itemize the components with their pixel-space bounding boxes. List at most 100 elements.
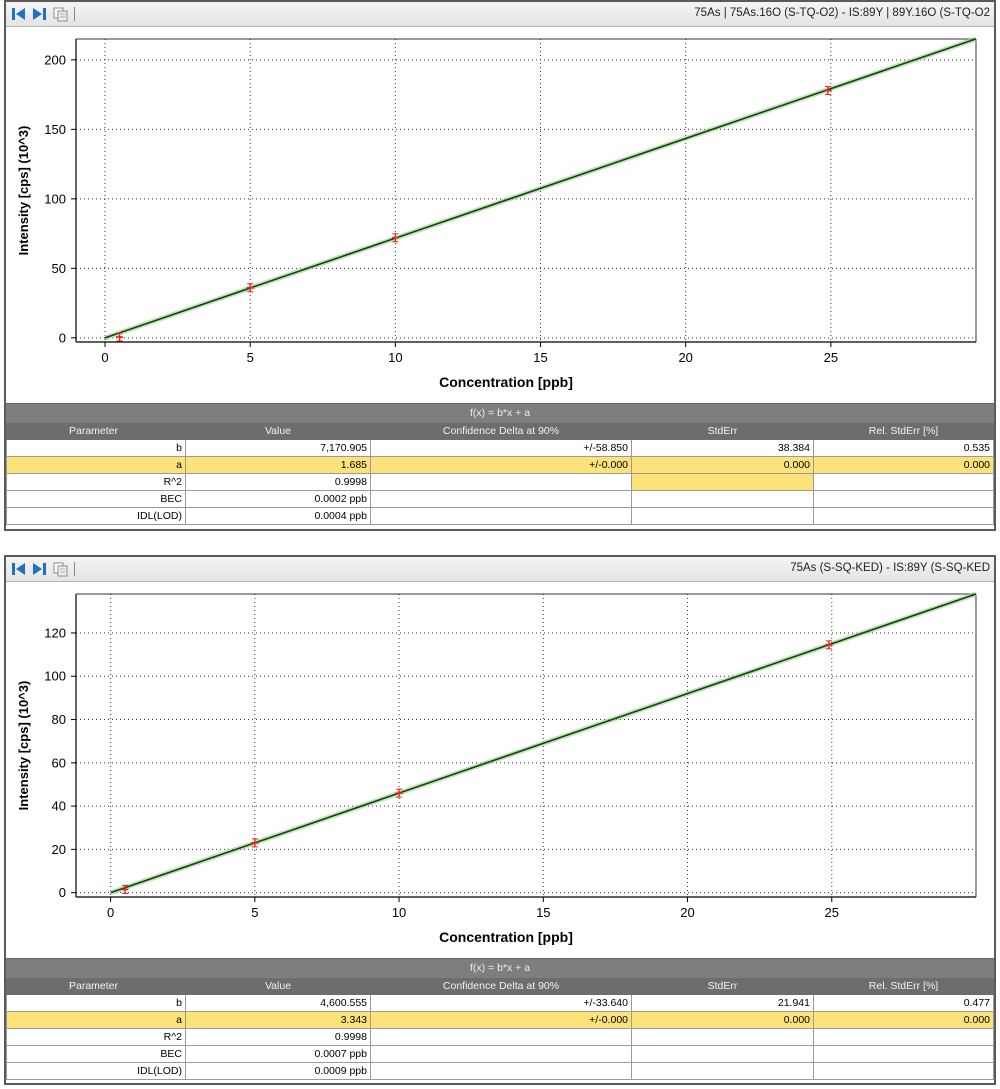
y-tick-label: 60 xyxy=(52,755,66,770)
fit-parameters-table: f(x) = b*x + a Parameter Value Confidenc… xyxy=(6,403,994,529)
param-name: b xyxy=(6,439,186,457)
param-stderr: 0.000 xyxy=(631,456,814,474)
panel-toolbar: 75As (S-SQ-KED) - IS:89Y (S-SQ-KED xyxy=(6,557,994,582)
copy-icon[interactable] xyxy=(52,561,69,577)
param-rel-stderr xyxy=(813,1045,994,1063)
table-row[interactable]: a 3.343 +/-0.000 0.000 0.000 xyxy=(6,1011,994,1029)
param-name: BEC xyxy=(6,490,186,508)
param-rel-stderr xyxy=(813,490,994,508)
param-confidence: +/-33.640 xyxy=(370,994,632,1012)
calibration-curve-chart: 0 5 10 15 20 25 0 50 100 150 200 Concentration [ppb… xyxy=(16,36,977,390)
table-row[interactable]: IDL(LOD) 0.0004 ppb xyxy=(6,507,994,525)
col-value[interactable]: Value xyxy=(185,977,371,995)
first-icon[interactable] xyxy=(10,561,27,577)
fit-function: f(x) = b*x + a xyxy=(6,959,994,978)
x-tick-label: 10 xyxy=(392,905,406,920)
table-row[interactable]: R^2 0.9998 xyxy=(6,473,994,491)
x-tick-label: 25 xyxy=(825,905,839,920)
table-row[interactable]: R^2 0.9998 xyxy=(6,1028,994,1046)
col-rel-stderr[interactable]: Rel. StdErr [%] xyxy=(813,977,994,995)
param-name: IDL(LOD) xyxy=(6,1062,186,1080)
calibration-curve-chart: 0 5 10 15 20 25 0 20 40 60 80 100 120 Concentration [… xyxy=(16,591,977,945)
param-confidence xyxy=(370,1062,632,1080)
y-tick-label: 0 xyxy=(59,330,66,345)
data-point xyxy=(246,283,254,293)
table-row[interactable]: BEC 0.0007 ppb xyxy=(6,1045,994,1063)
param-value: 7,170.905 xyxy=(185,439,371,457)
param-stderr xyxy=(631,490,814,508)
y-tick-label: 50 xyxy=(52,261,66,276)
col-parameter[interactable]: Parameter xyxy=(6,422,186,440)
param-rel-stderr: 0.477 xyxy=(813,994,994,1012)
x-tick-label: 5 xyxy=(247,350,254,365)
param-confidence xyxy=(370,507,632,525)
param-rel-stderr: 0.535 xyxy=(813,439,994,457)
param-stderr xyxy=(631,1045,814,1063)
param-stderr xyxy=(631,473,814,491)
param-value: 0.0004 ppb xyxy=(185,507,371,525)
y-axis-label: Intensity [cps] (10^3) xyxy=(16,126,31,256)
fit-function: f(x) = b*x + a xyxy=(6,404,994,423)
table-row[interactable]: BEC 0.0002 ppb xyxy=(6,490,994,508)
param-confidence: +/-58.850 xyxy=(370,439,632,457)
param-confidence: +/-0.000 xyxy=(370,1011,632,1029)
param-stderr xyxy=(631,1028,814,1046)
data-point xyxy=(825,640,833,650)
col-stderr[interactable]: StdErr xyxy=(631,422,814,440)
col-stderr[interactable]: StdErr xyxy=(631,977,814,995)
param-value: 4,600.555 xyxy=(185,994,371,1012)
x-tick-label: 0 xyxy=(101,350,108,365)
first-icon[interactable] xyxy=(10,6,27,22)
x-axis-label: Concentration [ppb] xyxy=(439,374,573,390)
copy-icon[interactable] xyxy=(52,6,69,22)
x-tick-label: 5 xyxy=(251,905,258,920)
y-tick-label: 100 xyxy=(44,191,66,206)
y-tick-label: 200 xyxy=(44,52,66,67)
col-rel-stderr[interactable]: Rel. StdErr [%] xyxy=(813,422,994,440)
col-parameter[interactable]: Parameter xyxy=(6,977,186,995)
y-tick-label: 40 xyxy=(52,799,66,814)
table-row[interactable]: b 4,600.555 +/-33.640 21.941 0.477 xyxy=(6,994,994,1012)
toolbar-separator xyxy=(74,562,75,576)
col-value[interactable]: Value xyxy=(185,422,371,440)
param-rel-stderr: 0.000 xyxy=(813,456,994,474)
param-confidence xyxy=(370,1045,632,1063)
param-value: 1.685 xyxy=(185,456,371,474)
next-icon[interactable] xyxy=(31,561,48,577)
calibration-chart: 0 5 10 15 20 25 0 50 100 150 200 Concentration [ppb… xyxy=(6,27,994,403)
x-axis-label: Concentration [ppb] xyxy=(439,929,573,945)
y-tick-label: 100 xyxy=(44,669,66,684)
y-tick-label: 150 xyxy=(44,122,66,137)
x-tick-label: 0 xyxy=(107,905,114,920)
param-value: 0.9998 xyxy=(185,473,371,491)
y-tick-label: 20 xyxy=(52,842,66,857)
col-confidence[interactable]: Confidence Delta at 90% xyxy=(370,422,632,440)
param-rel-stderr xyxy=(813,507,994,525)
fit-parameters-table: f(x) = b*x + a Parameter Value Confidenc… xyxy=(6,958,994,1083)
table-row[interactable]: b 7,170.905 +/-58.850 38.384 0.535 xyxy=(6,439,994,457)
y-tick-label: 80 xyxy=(52,712,66,727)
data-point xyxy=(116,332,124,342)
param-value: 0.0002 ppb xyxy=(185,490,371,508)
param-rel-stderr: 0.000 xyxy=(813,1011,994,1029)
x-tick-label: 25 xyxy=(824,350,838,365)
param-name: b xyxy=(6,994,186,1012)
param-rel-stderr xyxy=(813,1062,994,1080)
data-point xyxy=(121,884,129,894)
next-icon[interactable] xyxy=(31,6,48,22)
y-tick-label: 120 xyxy=(44,625,66,640)
x-tick-label: 20 xyxy=(680,905,694,920)
analyte-title: 75As (S-SQ-KED) - IS:89Y (S-SQ-KED xyxy=(790,562,990,574)
table-row[interactable]: IDL(LOD) 0.0009 ppb xyxy=(6,1062,994,1080)
param-name: a xyxy=(6,456,186,474)
col-confidence[interactable]: Confidence Delta at 90% xyxy=(370,977,632,995)
param-stderr: 0.000 xyxy=(631,1011,814,1029)
data-point xyxy=(391,233,399,243)
data-point xyxy=(824,85,832,95)
table-row[interactable]: a 1.685 +/-0.000 0.000 0.000 xyxy=(6,456,994,474)
analyte-title: 75As | 75As.16O (S-TQ-O2) - IS:89Y | 89Y… xyxy=(694,7,990,19)
param-name: a xyxy=(6,1011,186,1029)
y-axis-label: Intensity [cps] (10^3) xyxy=(16,681,31,811)
param-confidence: +/-0.000 xyxy=(370,456,632,474)
param-name: IDL(LOD) xyxy=(6,507,186,525)
